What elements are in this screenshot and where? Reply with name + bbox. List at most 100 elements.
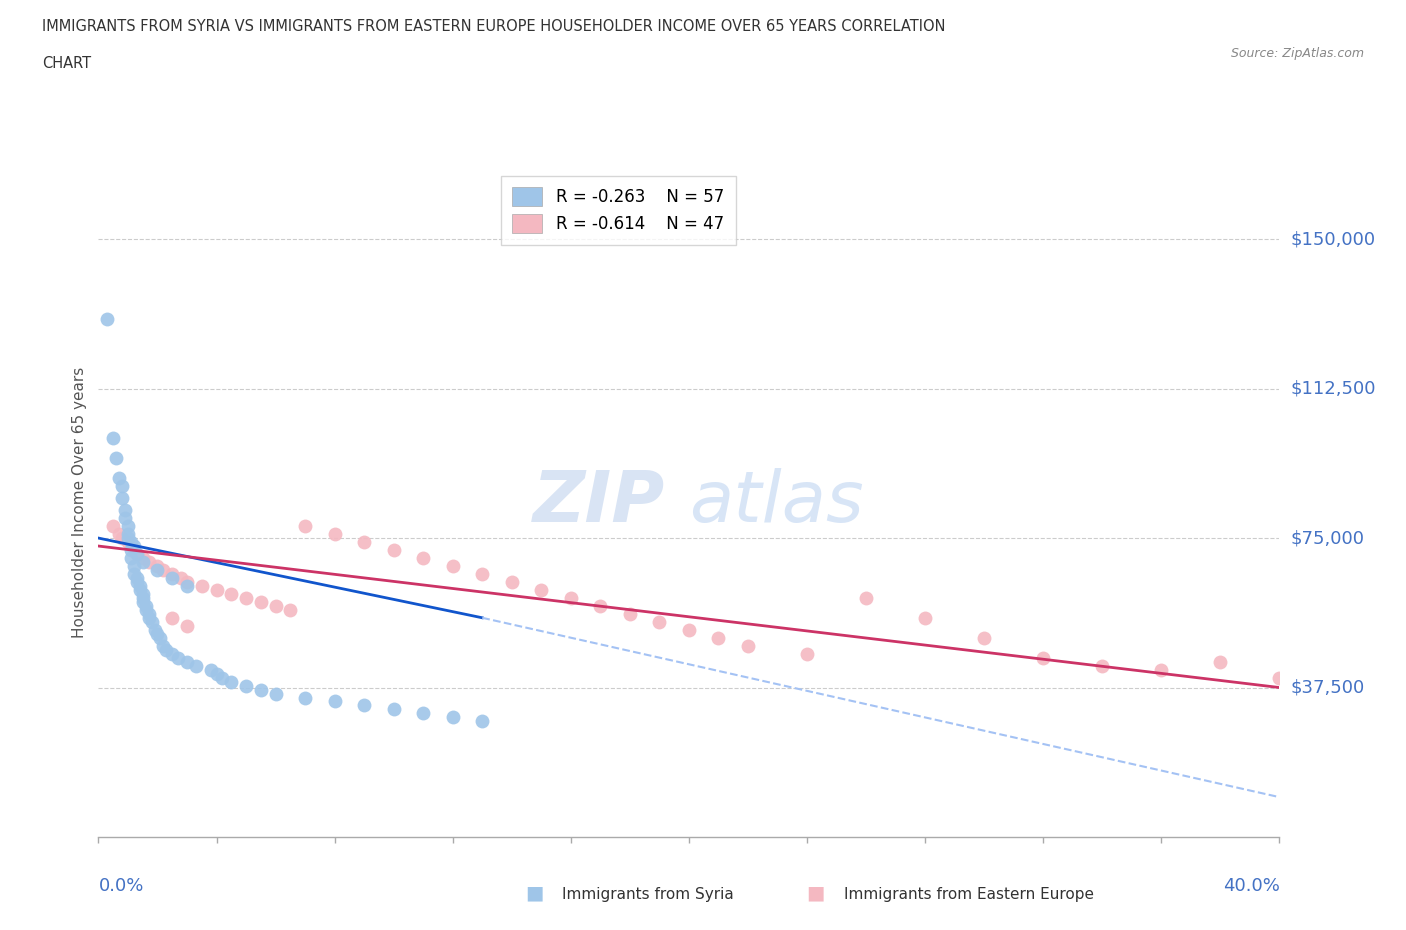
Point [143,622,166,637]
Text: ■: ■ [806,884,825,902]
Text: ■: ■ [524,884,544,902]
Point [103,431,125,445]
Text: Immigrants from Syria: Immigrants from Syria [562,887,734,902]
Point [530,582,553,597]
Point [1150,662,1173,677]
Text: Source: ZipAtlas.com: Source: ZipAtlas.com [1230,46,1364,60]
Point [914,610,936,625]
Text: $75,000: $75,000 [1291,529,1365,547]
Point [678,622,700,637]
Point [205,582,228,597]
Point [132,554,155,569]
Point [191,578,214,593]
Point [471,714,494,729]
Point [146,559,169,574]
Point [122,538,145,553]
Point [111,531,134,546]
Point [353,698,375,713]
Point [108,526,131,541]
Point [167,650,190,665]
Point [560,591,582,605]
Text: IMMIGRANTS FROM SYRIA VS IMMIGRANTS FROM EASTERN EUROPE HOUSEHOLDER INCOME OVER : IMMIGRANTS FROM SYRIA VS IMMIGRANTS FROM… [42,19,946,33]
Point [111,491,134,506]
Point [278,603,302,618]
Point [152,638,174,653]
Point [412,706,434,721]
Point [135,598,157,613]
Point [323,694,346,709]
Point [184,658,207,673]
Point [200,662,222,677]
Point [141,615,163,630]
Point [219,674,242,689]
Point [128,582,150,597]
Point [103,519,125,534]
Point [117,519,139,534]
Point [162,610,183,625]
Text: CHART: CHART [42,56,91,71]
Point [111,479,134,494]
Point [132,594,155,609]
Point [138,606,160,621]
Point [125,547,148,562]
Point [441,559,464,574]
Point [120,535,142,550]
Point [170,570,193,585]
Point [412,551,434,565]
Point [125,547,148,562]
Point [122,542,145,557]
Point [235,591,257,605]
Point [1209,654,1232,669]
Point [105,451,128,466]
Text: $37,500: $37,500 [1291,679,1365,697]
Point [96,312,118,326]
Point [1032,650,1054,665]
Text: Immigrants from Eastern Europe: Immigrants from Eastern Europe [844,887,1094,902]
Text: $112,500: $112,500 [1291,379,1376,398]
Point [589,598,612,613]
Point [128,578,150,593]
Point [132,591,155,605]
Point [176,578,198,593]
Point [250,594,273,609]
Point [162,646,183,661]
Point [211,671,233,685]
Point [117,531,139,546]
Point [138,610,160,625]
Point [1091,658,1114,673]
Point [122,559,145,574]
Legend: R = -0.263    N = 57, R = -0.614    N = 47: R = -0.263 N = 57, R = -0.614 N = 47 [501,176,735,245]
Point [138,554,160,569]
Point [235,678,257,693]
Point [250,682,273,697]
Text: $150,000: $150,000 [1291,230,1375,248]
Point [117,535,139,550]
Point [114,503,136,518]
Point [382,702,405,717]
Point [108,471,131,485]
Point [855,591,877,605]
Point [132,587,155,602]
Text: 0.0%: 0.0% [98,877,143,896]
Point [648,615,671,630]
Point [353,535,375,550]
Point [796,646,818,661]
Point [122,566,145,581]
Point [382,542,405,557]
Point [117,526,139,541]
Y-axis label: Householder Income Over 65 years: Householder Income Over 65 years [72,366,87,638]
Point [125,570,148,585]
Point [152,563,174,578]
Point [264,686,287,701]
Text: ZIP: ZIP [533,468,665,537]
Point [114,511,136,525]
Point [323,526,346,541]
Point [294,690,316,705]
Point [146,563,169,578]
Point [1268,671,1291,685]
Point [125,575,148,590]
Point [162,566,183,581]
Point [132,551,155,565]
Point [176,654,198,669]
Point [205,666,228,681]
